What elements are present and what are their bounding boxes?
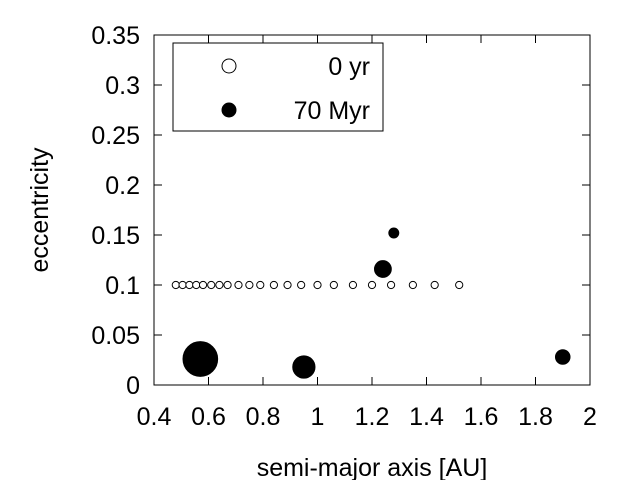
series-initial [171,280,464,290]
point-initial [256,280,265,290]
point-initial [198,280,208,290]
x-tick-label: 1.8 [518,403,553,431]
x-tick-label: 0.4 [137,403,172,431]
legend-marker-0yr [221,58,237,74]
point-final [388,227,400,239]
x-tick-label: 0.8 [246,403,281,431]
point-initial [269,280,278,290]
point-initial [223,280,232,290]
point-final [374,260,392,278]
y-tick-label: 0 [126,372,140,400]
point-initial [430,280,439,290]
x-tick-label: 0.6 [191,403,226,431]
x-tick-label: 1.2 [355,403,390,431]
point-initial [283,280,292,290]
legend-marker-70myr [221,102,237,118]
point-initial [171,280,180,290]
x-tick-label: 2 [583,403,597,431]
point-final [182,341,219,377]
y-tick-label: 0.05 [91,322,140,350]
point-initial [348,280,358,290]
y-axis-label: eccentricity [26,147,54,273]
point-initial [234,280,243,290]
legend-label-0yr: 0 yr [328,53,370,81]
y-tick-label: 0.25 [91,122,140,150]
point-final [292,355,316,379]
series-final [182,227,571,379]
y-axis-ticks [154,34,590,386]
y-tick-label: 0.2 [105,172,140,200]
point-initial [408,280,417,290]
point-initial [207,280,216,290]
point-initial [367,280,377,290]
point-initial [185,280,194,290]
data-points [171,227,571,379]
y-tick-label: 0.3 [105,72,140,100]
point-initial [245,280,254,290]
point-initial [455,280,464,290]
y-axis-tick-labels: 0 0.05 0.1 0.15 0.2 0.25 0.3 0.35 [91,22,140,400]
legend-box [172,42,384,132]
point-initial [313,280,322,290]
y-tick-label: 0.35 [91,22,140,50]
point-initial [215,280,224,290]
legend-label-70myr: 70 Myr [294,97,370,125]
point-initial [297,280,306,290]
x-tick-label: 1 [311,403,325,431]
point-final [554,349,571,365]
point-initial [178,280,187,290]
y-tick-label: 0.1 [105,272,140,300]
point-initial [329,280,338,290]
x-axis-tick-labels: 0.4 0.6 0.8 1 1.2 1.4 1.6 1.8 2 [137,403,597,431]
x-tick-label: 1.4 [409,403,444,431]
point-initial [386,280,396,290]
point-initial [192,280,201,290]
x-tick-label: 1.6 [464,403,499,431]
x-axis-label: semi-major axis [AU] [257,454,488,480]
y-tick-label: 0.15 [91,222,140,250]
x-axis-ticks [153,35,591,385]
legend: 0 yr 70 Myr [172,42,384,132]
